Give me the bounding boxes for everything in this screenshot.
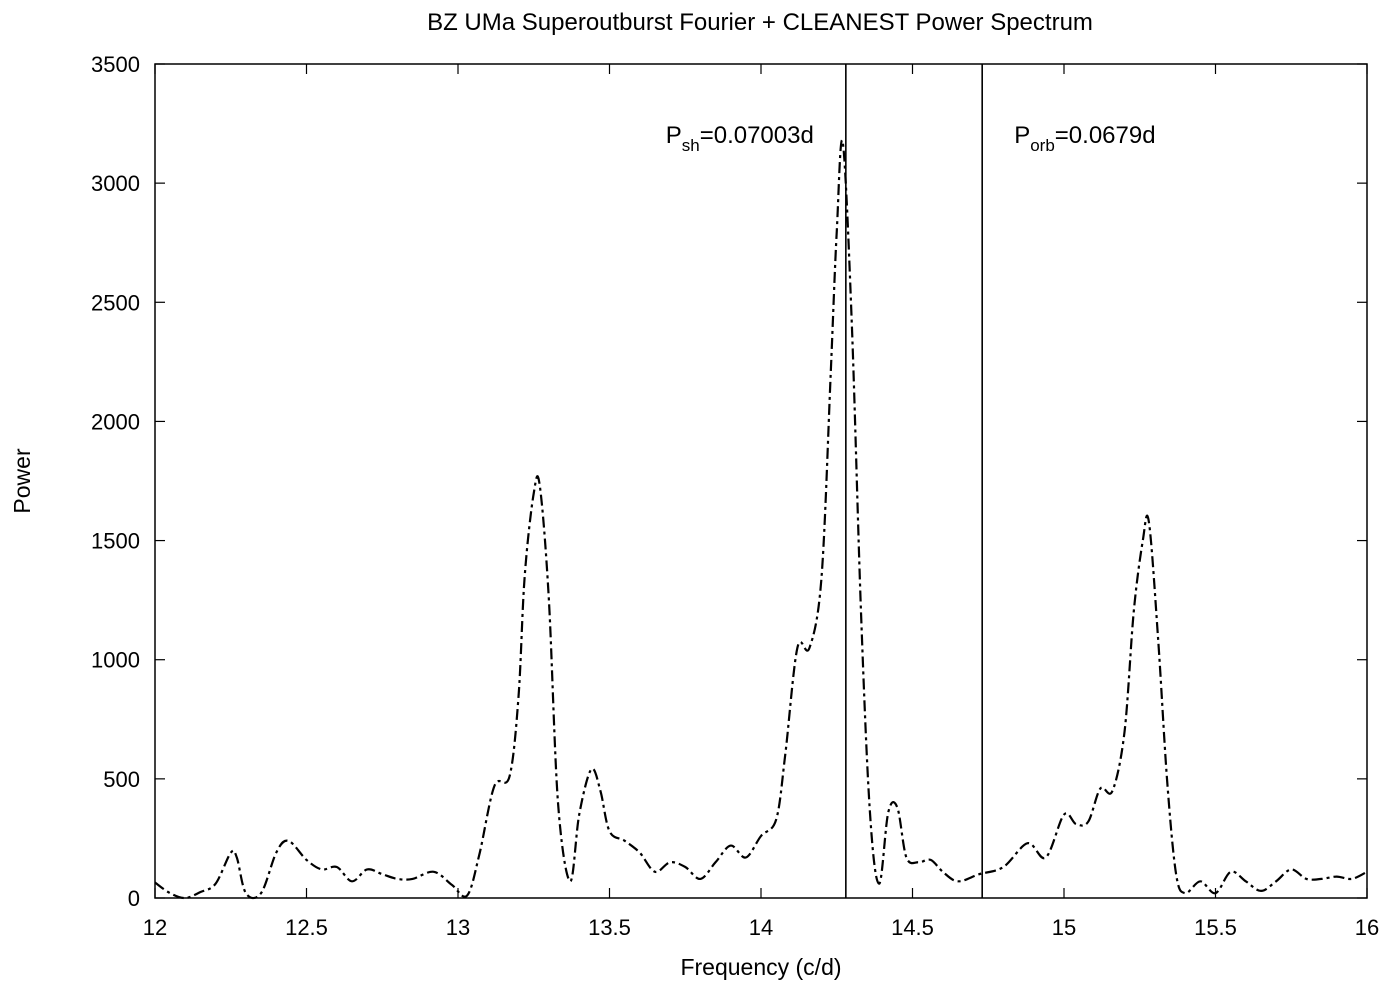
period-annotations: Psh=0.07003d Porb=0.0679d <box>666 64 1156 898</box>
plot-area <box>154 139 1368 900</box>
x-axis: 12 12.5 13 13.5 14 14.5 15 15.5 16 <box>143 64 1379 940</box>
x-tick-label: 15.5 <box>1194 915 1237 940</box>
y-tick-label: 1000 <box>91 648 140 673</box>
x-tick-label: 13 <box>446 915 470 940</box>
y-tick-label: 3500 <box>91 52 140 77</box>
period-label: Psh=0.07003d <box>666 122 814 155</box>
period-label-symbol: P <box>666 122 682 149</box>
period-label-value: =0.07003d <box>700 122 814 149</box>
chart-title: BZ UMa Superoutburst Fourier + CLEANEST … <box>427 9 1093 36</box>
y-tick-label: 1500 <box>91 529 140 554</box>
x-tick-label: 12.5 <box>285 915 328 940</box>
period-label: Porb=0.0679d <box>1014 122 1155 155</box>
x-axis-label: Frequency (c/d) <box>680 954 841 980</box>
y-tick-label: 0 <box>128 886 140 911</box>
period-label-value: =0.0679d <box>1055 122 1156 149</box>
x-tick-label: 16 <box>1355 915 1379 940</box>
y-tick-label: 2500 <box>91 290 140 315</box>
y-tick-label: 2000 <box>91 409 140 434</box>
spectrum-series-line <box>154 139 1368 900</box>
y-tick-label: 500 <box>103 767 140 792</box>
x-tick-label: 13.5 <box>588 915 631 940</box>
period-label-subscript: sh <box>682 136 700 155</box>
x-tick-label: 14.5 <box>891 915 934 940</box>
x-tick-label: 12 <box>143 915 167 940</box>
period-label-symbol: P <box>1014 122 1030 149</box>
y-tick-label: 3000 <box>91 171 140 196</box>
x-tick-label: 14 <box>749 915 773 940</box>
y-axis-label: Power <box>9 448 35 514</box>
x-tick-label: 15 <box>1052 915 1076 940</box>
period-label-subscript: orb <box>1030 136 1055 155</box>
y-axis: 0 500 1000 1500 2000 2500 3000 3500 <box>91 52 1367 911</box>
